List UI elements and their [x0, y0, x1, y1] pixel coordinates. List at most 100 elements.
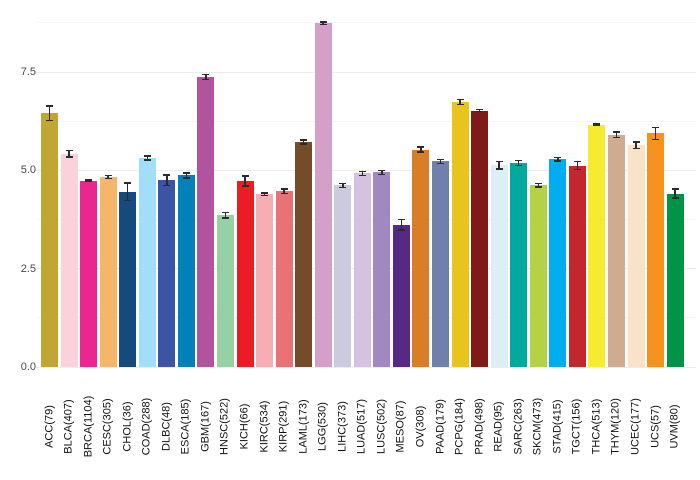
- y-axis-tick-label: 7.5: [20, 66, 36, 79]
- bar: [412, 149, 430, 367]
- error-bar-stem: [263, 192, 266, 197]
- error-bar-stem: [126, 182, 129, 202]
- bar: [471, 110, 489, 367]
- error-bar-cap: [261, 192, 269, 194]
- x-axis-category-label: BRCA(1104): [82, 395, 95, 457]
- x-axis-category-label: ESCA(185): [179, 398, 192, 454]
- error-bar-cap: [143, 155, 151, 157]
- x-axis-category-label: CESC(305): [101, 397, 114, 455]
- error-bar-cap: [339, 182, 347, 185]
- x-axis-category-label: UVM(80): [668, 404, 681, 449]
- y-axis-tick-label: 0.0: [20, 361, 36, 373]
- error-bar-stem: [166, 174, 168, 187]
- x-axis-category-label: CHOL(36): [121, 400, 134, 452]
- error-bar-cap: [593, 124, 601, 127]
- error-bar-stem: [205, 73, 207, 81]
- error-bar-stem: [185, 172, 188, 179]
- error-bar-cap: [534, 186, 542, 188]
- bar: [353, 173, 371, 367]
- error-bar-cap: [456, 98, 464, 101]
- minor-gridline: [36, 120, 696, 122]
- error-bar-cap: [573, 160, 581, 163]
- x-axis-category-label: SKCM(473): [531, 397, 544, 455]
- error-bar-stem: [596, 123, 598, 127]
- x-axis-category-label: UCEC(177): [629, 397, 642, 455]
- error-bar-cap: [124, 182, 132, 184]
- major-gridline: [36, 169, 696, 171]
- x-axis-category-label: LIHC(373): [336, 400, 349, 452]
- error-bar-stem: [498, 160, 500, 170]
- error-bar-stem: [635, 141, 637, 150]
- x-axis-category-label: COAD(288): [140, 397, 153, 455]
- x-axis-category-label: READ(95): [492, 400, 505, 452]
- bar: [334, 185, 352, 367]
- error-bar-stem: [48, 105, 51, 122]
- error-bar-cap: [671, 188, 679, 190]
- bar: [549, 159, 567, 367]
- bar: [177, 175, 195, 367]
- x-axis-category-label: UCS(57): [649, 404, 662, 448]
- error-bar-cap: [300, 143, 308, 145]
- x-axis-category-label: ACC(79): [43, 404, 55, 448]
- bar: [588, 124, 606, 367]
- error-bar-cap: [495, 160, 503, 163]
- bar: [197, 77, 215, 367]
- y-axis-tick-label: 2.5: [20, 262, 36, 275]
- error-bar-cap: [632, 141, 640, 143]
- error-bar-cap: [182, 172, 190, 174]
- error-bar-cap: [495, 168, 503, 170]
- error-bar-stem: [439, 158, 442, 165]
- error-bar-stem: [615, 131, 618, 139]
- bar: [451, 101, 469, 367]
- x-axis-category-label: PCPG(184): [453, 397, 466, 455]
- error-bar-cap: [671, 197, 679, 199]
- x-axis-category-label: PRAD(498): [473, 397, 486, 455]
- error-bar-cap: [65, 149, 73, 152]
- x-axis-category-label: STAD(415): [551, 398, 564, 454]
- x-axis-category-label: OV(308): [414, 405, 427, 447]
- minor-gridline: [36, 22, 696, 24]
- error-bar-stem: [557, 156, 559, 162]
- error-bar-cap: [593, 123, 601, 125]
- error-bar-cap: [182, 177, 190, 179]
- error-bar-cap: [124, 199, 132, 202]
- error-bar-cap: [163, 174, 171, 176]
- x-axis-category-label: KIRC(534): [258, 400, 271, 452]
- bar: [490, 165, 508, 367]
- error-bar-cap: [612, 136, 620, 139]
- error-bar-stem: [302, 139, 305, 145]
- bar: [256, 194, 274, 367]
- error-bar-stem: [381, 169, 383, 176]
- x-axis-category-label: LUSC(502): [375, 398, 388, 454]
- error-bar-cap: [202, 78, 210, 81]
- error-bar-cap: [241, 175, 249, 177]
- x-axis-category-label: LAML(173): [297, 398, 310, 454]
- error-bar-cap: [202, 73, 210, 76]
- x-axis-category-label: TGCT(156): [570, 398, 583, 454]
- bar: [627, 145, 645, 367]
- bar: [158, 180, 176, 367]
- bar: [99, 177, 117, 367]
- error-bar-cap: [358, 174, 366, 177]
- x-axis-category-label: KICH(66): [238, 403, 251, 449]
- error-bar-cap: [652, 138, 660, 141]
- error-bar-cap: [261, 194, 269, 197]
- bar: [607, 134, 625, 367]
- error-bar-stem: [576, 160, 579, 171]
- bar: [432, 161, 449, 367]
- x-axis-category-label: HNSC(522): [218, 397, 231, 455]
- bar: [60, 153, 78, 367]
- bar: [119, 191, 137, 367]
- x-axis-category-label: MESO(87): [394, 400, 407, 452]
- bar: [295, 142, 313, 367]
- major-gridline: [36, 366, 696, 368]
- error-bar-stem: [87, 179, 90, 183]
- error-bar-cap: [456, 103, 464, 106]
- error-bar-stem: [361, 170, 364, 177]
- x-axis-category-label: THCA(513): [590, 398, 603, 454]
- error-bar-cap: [417, 151, 425, 153]
- error-bar-stem: [674, 188, 676, 199]
- error-bar-cap: [378, 173, 386, 176]
- error-bar-cap: [612, 131, 620, 133]
